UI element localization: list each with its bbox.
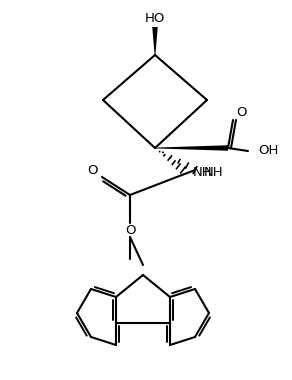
Polygon shape (155, 145, 228, 151)
Text: NH: NH (204, 166, 224, 179)
Text: OH: OH (258, 144, 278, 157)
Text: O: O (88, 163, 98, 176)
Text: NH: NH (193, 166, 213, 179)
Text: HO: HO (145, 11, 165, 24)
Polygon shape (152, 27, 158, 55)
Text: O: O (236, 106, 246, 119)
Text: O: O (125, 225, 135, 238)
